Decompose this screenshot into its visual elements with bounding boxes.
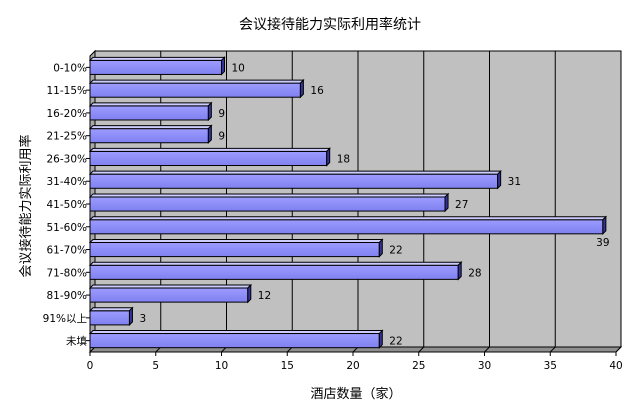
bar-top-face (88, 102, 213, 107)
bar (89, 59, 222, 75)
bar-top-face (88, 147, 331, 152)
data-label: 16 (310, 85, 324, 97)
x-tick-label: 35 (544, 360, 557, 372)
x-tick-label: 30 (478, 360, 491, 372)
y-axis-title: 会议接待能力实际利用率 (18, 134, 34, 277)
bar-end-face (207, 124, 212, 144)
bar-end-face (444, 192, 449, 213)
x-tick-label: 5 (152, 360, 159, 372)
bar (89, 333, 380, 349)
bar-top-face (88, 56, 226, 61)
x-tick-label: 0 (87, 360, 94, 372)
data-label: 10 (232, 62, 245, 74)
text-layer: 会议接待能力实际利用率统计 酒店数量（家） 会议接待能力实际利用率 0 5 10 15… (18, 16, 623, 402)
data-label: 3 (139, 313, 146, 325)
data-label: 22 (389, 245, 402, 257)
bar (89, 287, 249, 303)
data-label: 27 (455, 199, 468, 211)
x-axis-title: 酒店数量（家） (310, 386, 401, 402)
y-tick-label: 51-60% (47, 222, 88, 234)
bar-end-face (378, 238, 383, 258)
y-tick-label: 0-10% (53, 62, 87, 74)
y-tick-label: 11-15% (47, 85, 88, 97)
x-gridline-floor (615, 346, 622, 353)
bar-top-face (88, 261, 463, 266)
y-tick-label: 81-90% (47, 290, 88, 302)
bar (89, 219, 604, 235)
y-tick-label: 21-25% (47, 131, 88, 143)
data-label: 39 (596, 237, 609, 249)
y-tick-label: 未填 (66, 335, 87, 348)
bar-end-face (457, 261, 462, 281)
data-label: 28 (468, 267, 481, 279)
bar-end-face (299, 78, 304, 99)
x-gridline-floor (418, 346, 425, 353)
bar (89, 150, 328, 167)
bar-end-face (247, 283, 252, 304)
data-label: 22 (389, 336, 402, 348)
bar-end-face (128, 306, 133, 327)
y-tick-label: 41-50% (47, 199, 88, 211)
x-gridline-floor (549, 346, 556, 353)
y-tick-label: 71-80% (47, 267, 88, 279)
bar-end-face (326, 147, 331, 167)
y-tick-label: 16-20% (47, 108, 88, 120)
data-label: 31 (508, 176, 521, 188)
bar-end-face (602, 215, 607, 236)
bar (89, 241, 380, 258)
axes (86, 56, 617, 356)
chart-title: 会议接待能力实际利用率统计 (239, 16, 421, 33)
y-tick-label: 31-40% (47, 176, 88, 188)
bar (89, 173, 499, 189)
bar-end-face (221, 56, 225, 76)
x-tick-label: 25 (412, 360, 425, 372)
data-label: 18 (337, 153, 350, 165)
bar-top-face (88, 307, 134, 312)
bar (89, 310, 130, 326)
bar (89, 196, 446, 212)
x-tick-label: 15 (281, 360, 294, 372)
x-tick-label: 20 (346, 360, 359, 372)
bar (89, 264, 459, 280)
bar-top-face (88, 170, 502, 175)
x-gridline-floor (484, 346, 490, 353)
bar-end-face (378, 329, 383, 349)
bar-top-face (88, 238, 384, 243)
data-label: 9 (218, 108, 225, 120)
bars (88, 56, 608, 349)
bar-top-face (88, 330, 384, 335)
x-tick-label: 10 (215, 360, 228, 372)
bar-top-face (88, 79, 305, 84)
bar (89, 105, 209, 121)
x-tick-label: 40 (609, 360, 622, 372)
bar (89, 128, 209, 144)
bar-top-face (88, 216, 608, 221)
y-tick-label: 26-30% (47, 153, 88, 165)
bar-end-face (207, 101, 212, 122)
bar-top-face (88, 193, 450, 198)
bar-end-face (497, 169, 502, 190)
bar (89, 82, 301, 98)
bar-top-face (88, 125, 213, 130)
data-label: 12 (258, 290, 271, 302)
bar-top-face (88, 284, 253, 289)
y-tick-label: 61-70% (47, 245, 88, 257)
y-tick-label: 91%以上 (43, 313, 87, 325)
data-label: 9 (218, 131, 225, 143)
